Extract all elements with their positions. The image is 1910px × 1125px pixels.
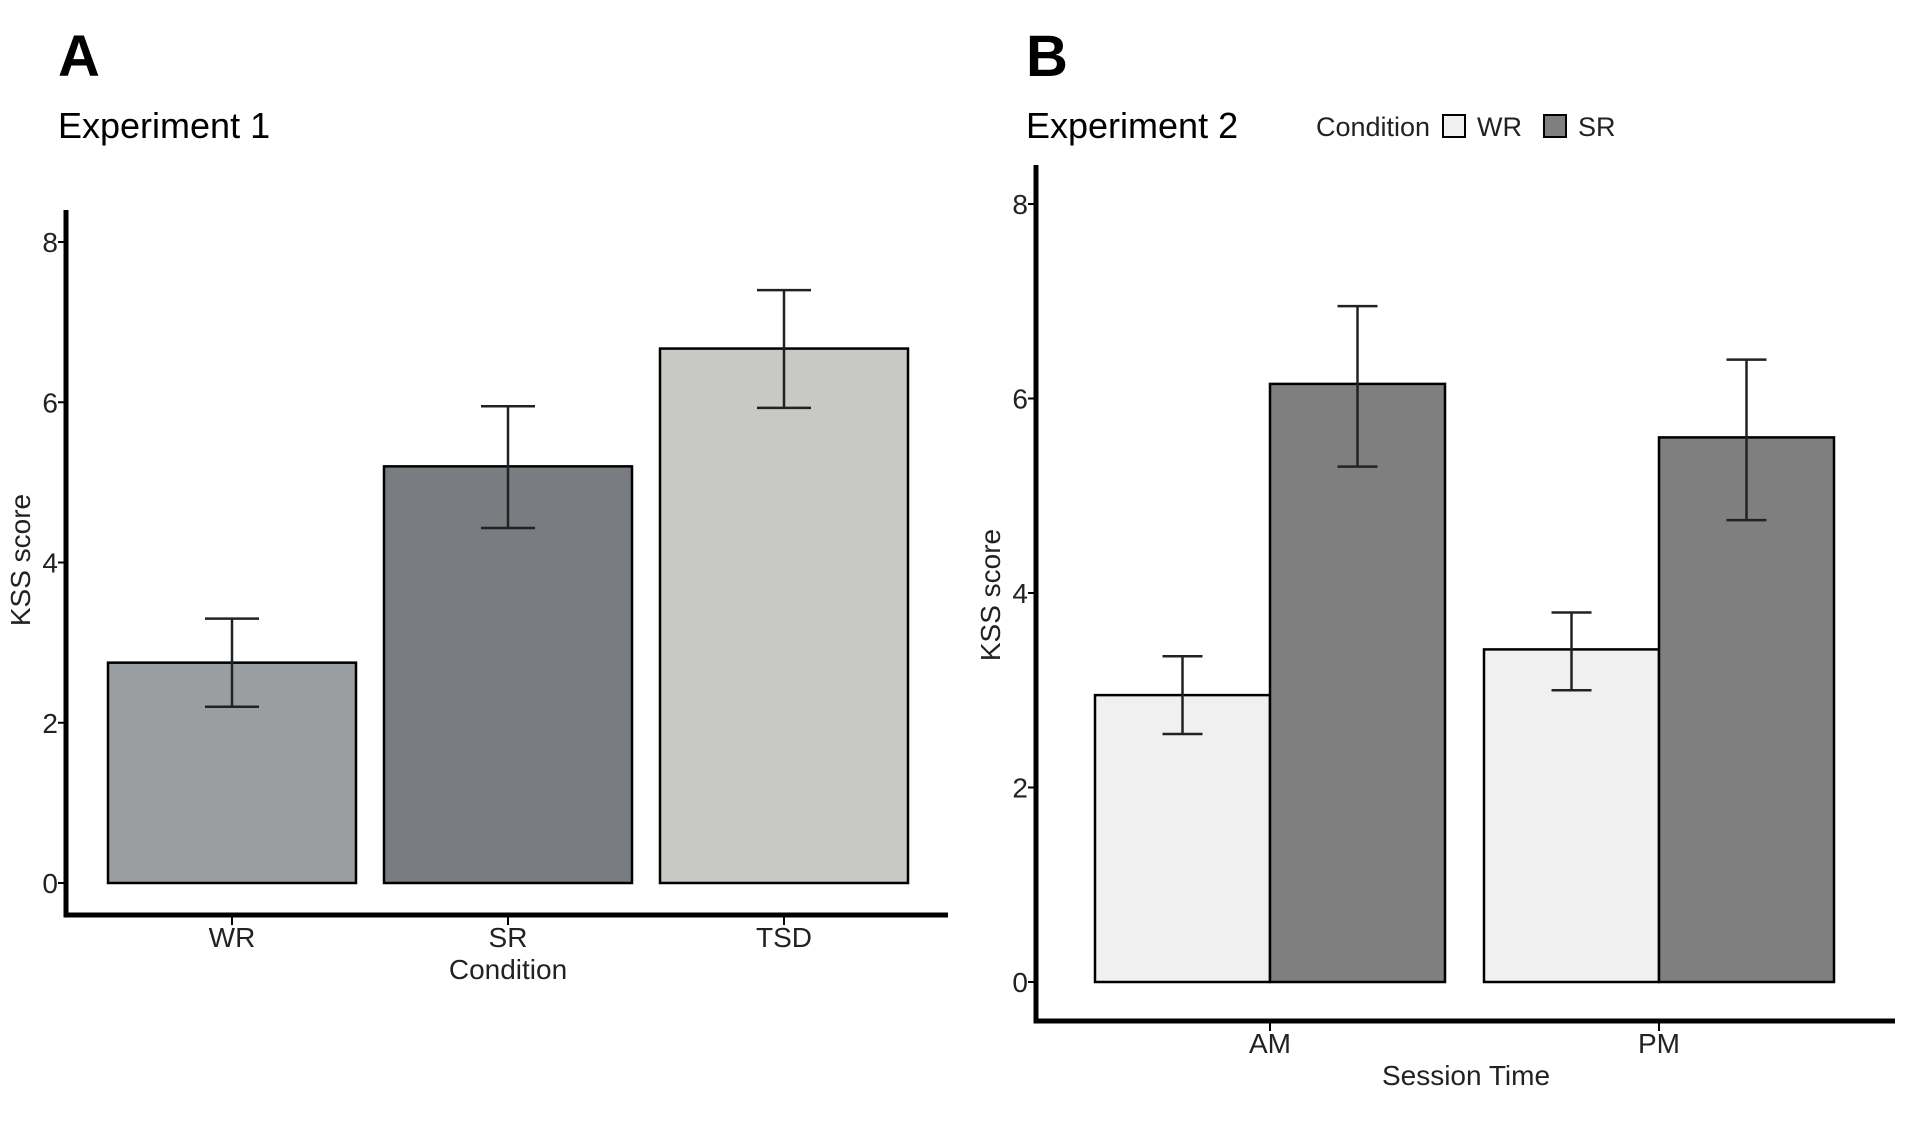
- legend-label-wr: WR: [1477, 112, 1522, 142]
- y-axis-title: KSS score: [5, 494, 36, 626]
- y-tick-label: 8: [42, 227, 58, 258]
- bar-pm-sr: [1657, 436, 1836, 984]
- chart-experiment-2: 0 2 4 6 8 KSS score AM PM Session Time: [975, 165, 1895, 1091]
- y-tick-label: 2: [42, 708, 58, 739]
- x-axis-title: Condition: [449, 954, 567, 985]
- y-tick-label: 4: [1012, 578, 1028, 609]
- legend: Condition WR SR: [1316, 112, 1616, 142]
- y-tick-label: 2: [1012, 773, 1028, 804]
- panel-a-letter: A: [58, 24, 100, 89]
- legend-title: Condition: [1316, 112, 1430, 142]
- y-axis-title: KSS score: [975, 529, 1006, 661]
- y-tick-label: 0: [42, 868, 58, 899]
- legend-swatch-sr: [1543, 114, 1567, 138]
- y-tick-label: 8: [1012, 189, 1028, 220]
- x-tick-label-sr: SR: [489, 922, 528, 953]
- y-tick-label: 6: [1012, 384, 1028, 415]
- panel-b-letter: B: [1026, 24, 1068, 89]
- y-tick-label: 0: [1012, 967, 1028, 998]
- panel-a-title: Experiment 1: [58, 105, 270, 146]
- y-tick-label: 4: [42, 548, 58, 579]
- bar-pm-wr: [1482, 648, 1661, 984]
- x-tick-label-tsd: TSD: [756, 922, 812, 953]
- bar-am-wr: [1093, 693, 1272, 984]
- x-tick-label-wr: WR: [209, 922, 256, 953]
- bar-am-sr: [1268, 382, 1447, 984]
- bar-sr: [382, 465, 634, 885]
- x-axis-title: Session Time: [1382, 1060, 1550, 1091]
- legend-swatch-wr: [1442, 114, 1466, 138]
- bar-tsd: [658, 347, 910, 885]
- y-tick-label: 6: [42, 387, 58, 418]
- x-tick-label-pm: PM: [1638, 1028, 1680, 1059]
- x-tick-label-am: AM: [1249, 1028, 1291, 1059]
- legend-label-sr: SR: [1578, 112, 1616, 142]
- chart-experiment-1: 0 2 4 6 8 KSS score WR SR TSD Condition: [5, 210, 948, 985]
- panel-b-title: Experiment 2: [1026, 105, 1238, 146]
